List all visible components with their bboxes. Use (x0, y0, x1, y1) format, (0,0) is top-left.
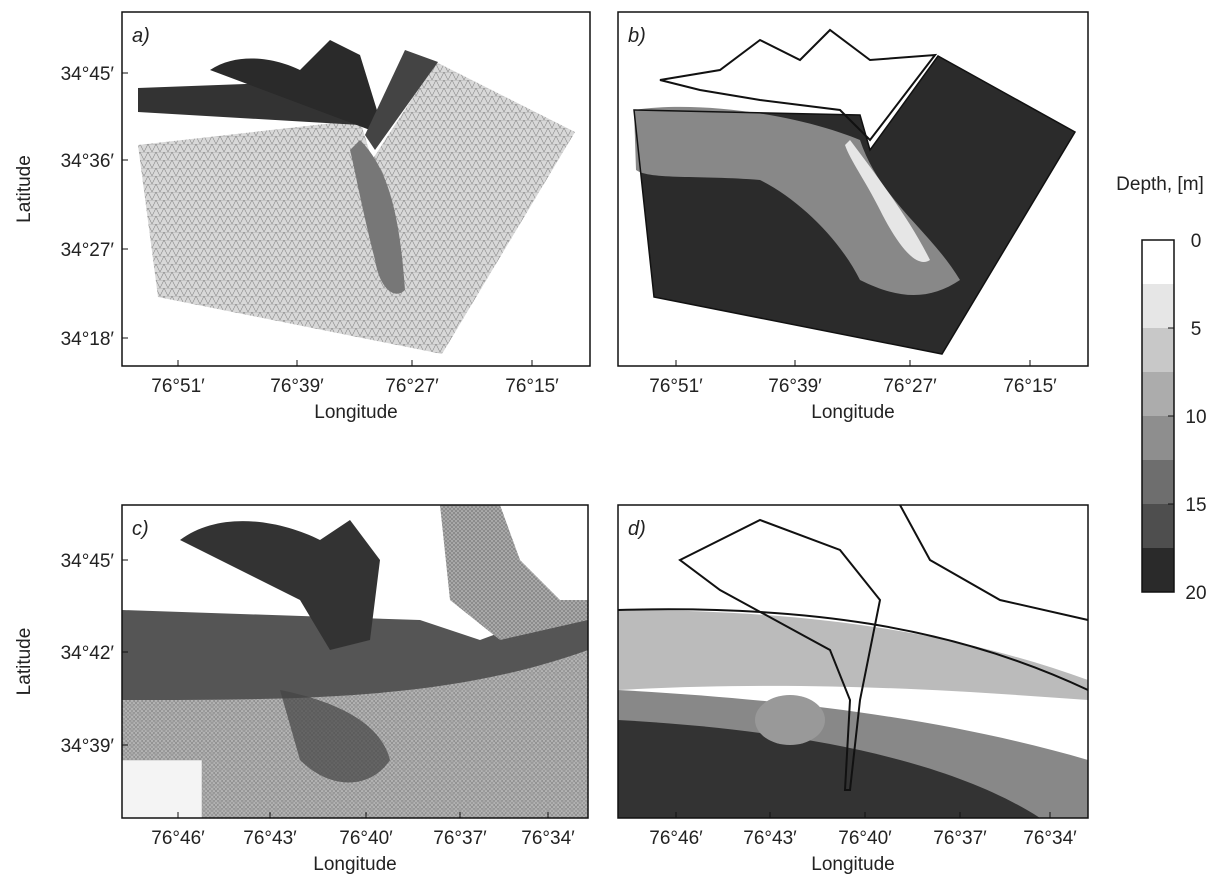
colorbar-tick-label: 15 (1185, 495, 1206, 516)
panel-label: a) (132, 25, 150, 47)
y-axis-label: Latitude (14, 628, 35, 696)
colorbar-band (1142, 372, 1174, 416)
colorbar-tick-label: 10 (1185, 407, 1206, 428)
y-tick-label: 34°36′ (61, 151, 115, 172)
y-tick-label: 34°45′ (61, 64, 115, 85)
x-tick-label: 76°46′ (151, 828, 205, 849)
x-tick-label: 76°40′ (838, 828, 892, 849)
figure: a) 76°51′ 76°39′ 76°27′ 76°15′ Longitude 34°45… (0, 0, 1227, 884)
x-tick-label: 76°39′ (270, 376, 324, 397)
x-tick-label: 76°27′ (883, 376, 937, 397)
y-tick-label: 34°39′ (61, 736, 115, 757)
x-axis-label: Longitude (314, 402, 397, 423)
x-tick-label: 76°46′ (649, 828, 703, 849)
colorbar-title: Depth, [m] (1116, 174, 1204, 195)
map-d (618, 505, 1088, 818)
x-tick-label: 76°34′ (521, 828, 575, 849)
x-tick-label: 76°43′ (243, 828, 297, 849)
x-tick-label: 76°39′ (768, 376, 822, 397)
colorbar-band (1142, 284, 1174, 328)
y-tick-label: 34°18′ (61, 329, 115, 350)
colorbar-band (1142, 328, 1174, 372)
colorbar-band (1142, 548, 1174, 592)
panel-label: c) (132, 518, 149, 540)
y-axis-label: Latitude (14, 155, 35, 223)
x-axis-label: Longitude (313, 854, 396, 875)
map-a (138, 40, 575, 354)
x-tick-label: 76°15′ (1003, 376, 1057, 397)
x-tick-label: 76°27′ (385, 376, 439, 397)
colorbar-tick-label: 20 (1185, 583, 1206, 604)
x-tick-label: 76°51′ (649, 376, 703, 397)
colorbar-tick-label: 0 (1191, 231, 1202, 252)
x-tick-label: 76°37′ (933, 828, 987, 849)
y-tick-label: 34°42′ (61, 643, 115, 664)
colorbar-tick-label: 5 (1191, 319, 1202, 340)
colorbar-band (1142, 416, 1174, 460)
map-b (634, 30, 1075, 354)
x-tick-label: 76°37′ (433, 828, 487, 849)
x-tick-label: 76°51′ (151, 376, 205, 397)
x-tick-label: 76°34′ (1023, 828, 1077, 849)
panel-label: b) (628, 25, 646, 47)
x-axis-label: Longitude (811, 854, 894, 875)
x-tick-label: 76°43′ (743, 828, 797, 849)
colorbar-band (1142, 504, 1174, 548)
panel-label: d) (628, 518, 646, 540)
x-axis-label: Longitude (811, 402, 894, 423)
x-tick-label: 76°15′ (505, 376, 559, 397)
map-c (122, 505, 588, 818)
y-tick-label: 34°45′ (61, 551, 115, 572)
colorbar-band (1142, 460, 1174, 504)
x-tick-label: 76°40′ (339, 828, 393, 849)
colorbar-band (1142, 240, 1174, 284)
y-tick-label: 34°27′ (61, 240, 115, 261)
